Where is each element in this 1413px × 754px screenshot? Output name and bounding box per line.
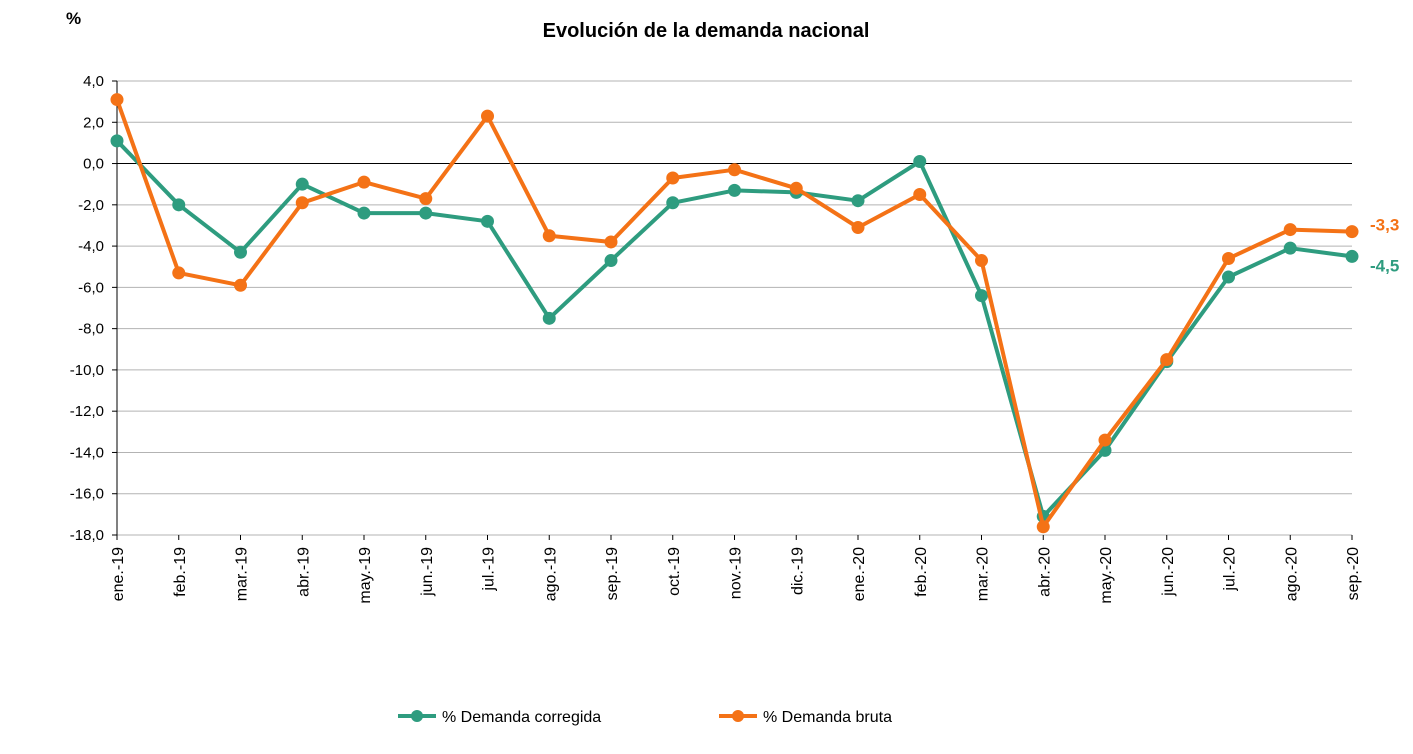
data-point xyxy=(419,192,433,206)
x-tick-label: dic.-19 xyxy=(789,547,806,595)
x-tick-label: may.-19 xyxy=(357,547,374,604)
legend-marker xyxy=(411,710,423,722)
series-group xyxy=(110,93,1359,534)
x-tick-label: sep.-19 xyxy=(604,547,621,600)
x-tick-label: abr.-20 xyxy=(1036,547,1053,597)
y-tick-label: -2,0 xyxy=(78,197,104,214)
data-point xyxy=(1283,241,1297,255)
x-tick-label: ago.-20 xyxy=(1283,547,1300,601)
x-tick-label: jul.-20 xyxy=(1222,547,1239,592)
x-tick-label: oct.-19 xyxy=(666,547,683,596)
y-tick-label: -18,0 xyxy=(70,527,104,544)
x-tick-label: jul.-19 xyxy=(481,547,498,592)
y-tick-label: 0,0 xyxy=(83,156,104,173)
data-point xyxy=(913,188,927,201)
data-point xyxy=(481,214,494,228)
legend-label: % Demanda bruta xyxy=(763,709,892,726)
data-point xyxy=(542,229,556,243)
y-tick-label: -10,0 xyxy=(70,362,104,379)
y-tick-label: -12,0 xyxy=(70,403,104,420)
data-point xyxy=(851,194,865,208)
y-axis-ticks: 4,0 2,0 0,0 -2,0 -4,0 -6,0 -8,0 -10,0 -12,0 -14,0… xyxy=(70,73,117,544)
x-tick-label: feb.-19 xyxy=(172,547,189,597)
data-point xyxy=(419,206,433,220)
data-point xyxy=(666,171,680,185)
x-tick-label: mar.-20 xyxy=(975,547,992,601)
data-point xyxy=(975,254,988,268)
legend-label: % Demanda corregida xyxy=(442,709,601,726)
data-point xyxy=(789,181,803,195)
data-point xyxy=(913,154,927,168)
x-tick-label: jun.-19 xyxy=(419,547,436,597)
y-tick-label: -16,0 xyxy=(70,486,104,503)
x-tick-label: may.-20 xyxy=(1098,547,1115,604)
x-tick-label: abr.-19 xyxy=(295,547,312,597)
data-point xyxy=(666,196,680,210)
x-axis-ticks: ene.-19 feb.-19 mar.-19 abr.-19 may.-19 jun.-… xyxy=(110,535,1362,604)
data-point xyxy=(172,198,186,212)
gridlines xyxy=(117,80,1352,536)
data-point xyxy=(851,221,865,235)
data-point xyxy=(295,196,309,210)
data-point xyxy=(604,235,618,249)
data-point xyxy=(295,177,309,191)
data-point xyxy=(1283,223,1297,237)
data-point xyxy=(357,175,371,189)
data-point xyxy=(110,134,124,148)
y-tick-label: 2,0 xyxy=(83,114,104,131)
data-point xyxy=(1160,353,1174,367)
data-point xyxy=(357,206,371,220)
data-point xyxy=(975,289,988,303)
chart-title: Evolución de la demanda nacional xyxy=(543,20,870,42)
data-point xyxy=(481,109,494,123)
axes xyxy=(116,81,1352,535)
data-point xyxy=(728,183,741,197)
end-value-label: -4,5 xyxy=(1370,256,1399,275)
data-point xyxy=(1222,270,1235,284)
data-point xyxy=(1036,520,1050,534)
x-tick-label: sep.-20 xyxy=(1345,547,1362,600)
y-tick-label: -8,0 xyxy=(78,321,104,338)
x-tick-label: jun.-20 xyxy=(1160,547,1177,597)
legend-marker xyxy=(732,710,744,722)
data-point xyxy=(1222,251,1235,265)
data-point xyxy=(234,245,247,259)
legend: % Demanda corregida % Demanda bruta xyxy=(398,709,892,726)
data-point xyxy=(110,93,124,107)
data-point xyxy=(1098,433,1112,447)
end-value-label: -3,3 xyxy=(1370,216,1399,235)
x-tick-label: ago.-19 xyxy=(542,547,559,601)
x-tick-label: nov.-19 xyxy=(728,547,745,599)
x-tick-label: ene.-20 xyxy=(851,547,868,601)
y-tick-label: -4,0 xyxy=(78,238,104,255)
y-tick-label: 4,0 xyxy=(83,73,104,90)
x-tick-label: ene.-19 xyxy=(110,547,127,601)
end-labels: -4,5 -3,3 xyxy=(1370,216,1399,276)
y-axis-unit-label: % xyxy=(66,9,81,28)
data-point xyxy=(728,163,741,177)
x-tick-label: feb.-20 xyxy=(913,547,930,597)
x-tick-label: mar.-19 xyxy=(234,547,251,601)
data-point xyxy=(1345,249,1359,263)
data-point xyxy=(542,311,556,325)
data-point xyxy=(172,266,186,280)
y-tick-label: -14,0 xyxy=(70,444,104,461)
data-point xyxy=(604,254,618,268)
data-point xyxy=(234,278,247,292)
y-tick-label: -6,0 xyxy=(78,279,104,296)
data-point xyxy=(1345,225,1359,239)
